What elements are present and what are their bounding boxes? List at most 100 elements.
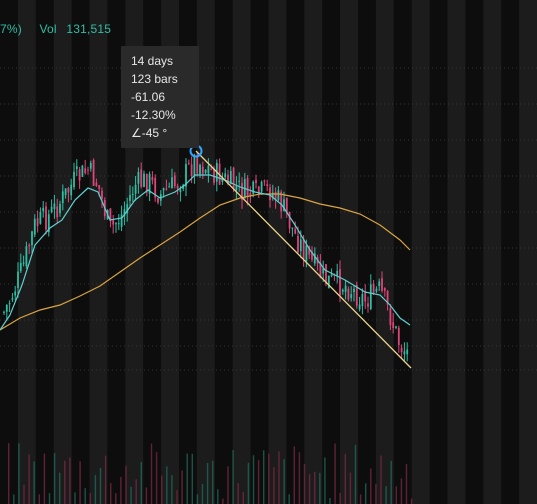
- volume-bar: [69, 457, 71, 504]
- volume-bar: [212, 460, 214, 504]
- volume-bar: [23, 484, 25, 504]
- candle-body: [280, 191, 283, 212]
- volume-bar: [64, 460, 66, 504]
- volume-bar: [171, 475, 173, 504]
- candle-body: [78, 169, 81, 181]
- volume-bar: [395, 486, 397, 504]
- candle-body: [8, 303, 11, 305]
- candle-body: [204, 169, 207, 173]
- volume-bar: [278, 451, 280, 504]
- candle-body: [28, 244, 31, 247]
- candle-body: [330, 274, 333, 277]
- candle-body: [372, 283, 375, 294]
- candle-body: [19, 263, 22, 272]
- candle-body: [109, 208, 112, 222]
- volume-bar: [359, 494, 362, 504]
- candle-body: [162, 188, 165, 191]
- tooltip-percent-change: -12.30%: [131, 108, 176, 122]
- session-band: [89, 0, 108, 504]
- candle-body: [308, 246, 311, 255]
- candle-body: [176, 186, 179, 189]
- volume-bar: [84, 488, 86, 504]
- volume-bar: [405, 464, 408, 504]
- candle-body: [25, 246, 28, 267]
- candle-body: [207, 165, 210, 174]
- candle-body: [400, 347, 403, 353]
- volume-bar: [400, 478, 403, 504]
- volume-bar: [273, 467, 275, 504]
- candle-body: [61, 191, 64, 204]
- candle-body: [59, 203, 61, 214]
- volume-bar: [329, 498, 331, 504]
- candle-body: [134, 184, 137, 194]
- candle-body: [274, 192, 277, 200]
- volume-bar: [227, 466, 229, 504]
- candle-body: [347, 288, 350, 300]
- candle-body: [56, 206, 59, 218]
- candle-body: [235, 185, 238, 191]
- candle-body: [81, 165, 84, 177]
- volume-bar: [222, 498, 224, 504]
- volume-bar: [390, 460, 392, 504]
- candle-body: [210, 168, 213, 170]
- volume-bar: [99, 467, 102, 504]
- volume-bar: [247, 462, 250, 504]
- volume-bar: [283, 459, 285, 504]
- volume-bar: [166, 466, 168, 504]
- tooltip-duration: 14 days: [131, 54, 174, 68]
- candle-body: [397, 327, 400, 345]
- candle-body: [47, 214, 50, 233]
- candle-body: [89, 162, 92, 169]
- volume-bar: [263, 450, 265, 504]
- candle-body: [355, 284, 358, 306]
- volume-bar: [191, 453, 193, 504]
- candle-body: [367, 303, 369, 307]
- candle-body: [137, 172, 140, 184]
- volume-bar: [385, 486, 387, 504]
- candle-body: [129, 195, 131, 201]
- volume-bar: [53, 453, 56, 504]
- candle-body: [33, 218, 36, 235]
- volume-bar: [252, 455, 255, 504]
- candle-body: [327, 275, 330, 289]
- candle-body: [257, 186, 260, 195]
- candle-body: [403, 351, 406, 355]
- candle-body: [344, 285, 347, 292]
- candle-body: [263, 180, 266, 182]
- volume-bar: [293, 446, 295, 504]
- candle-body: [361, 294, 364, 307]
- candle-body: [271, 192, 274, 199]
- volume-bar: [181, 470, 183, 504]
- candle-body: [92, 160, 95, 186]
- volume-bar: [18, 443, 20, 504]
- header-readout: 7%) Vol 131,515: [0, 22, 111, 36]
- candle-body: [341, 289, 344, 292]
- volume-bar: [74, 492, 76, 504]
- session-band: [232, 0, 251, 504]
- candle-body: [190, 164, 193, 176]
- candle-body: [241, 182, 243, 200]
- candle-body: [260, 181, 263, 192]
- candle-body: [5, 304, 8, 312]
- candle-body: [67, 187, 70, 193]
- candle-body: [193, 155, 196, 177]
- measure-tooltip: 14 days 123 bars -61.06 -12.30% ∠-45 °: [121, 46, 199, 148]
- candle-body: [299, 239, 302, 252]
- candle-body: [3, 311, 5, 313]
- volume-bar: [201, 484, 204, 504]
- candle-body: [305, 245, 308, 262]
- volume-bar: [334, 443, 336, 504]
- candle-body: [112, 220, 115, 225]
- candle-body: [87, 169, 89, 171]
- session-band: [447, 0, 466, 504]
- candle-body: [179, 189, 182, 193]
- session-band: [340, 0, 358, 504]
- candle-body: [154, 177, 157, 198]
- candle-body: [45, 206, 47, 230]
- volume-bar: [365, 483, 367, 504]
- candle-body: [98, 185, 101, 189]
- candle-body: [95, 182, 98, 186]
- candle-body: [196, 156, 199, 174]
